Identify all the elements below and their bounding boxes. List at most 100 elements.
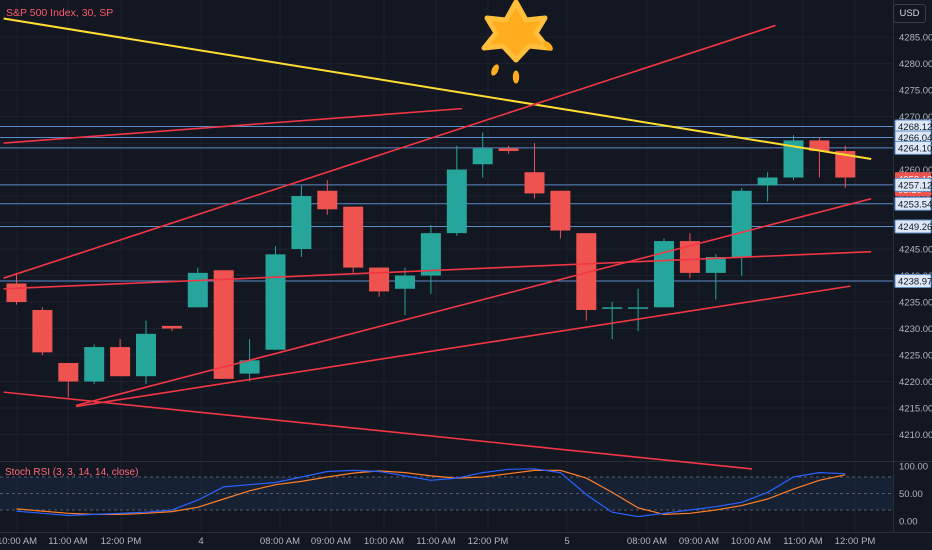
candle-body (472, 148, 493, 165)
star-spark-right (543, 41, 553, 51)
star-spark-left (491, 64, 499, 76)
candle-up (628, 288, 649, 332)
level-price-label[interactable]: 4253.54 (894, 196, 932, 211)
candle-down (498, 145, 519, 154)
candle-body (498, 148, 519, 152)
star-spark-center (512, 70, 520, 84)
candle-up (395, 267, 415, 316)
currency-button[interactable]: USD (893, 4, 926, 23)
price-tick-label: 4215.00 (899, 404, 932, 415)
candle-body (783, 140, 804, 178)
trend-line-red[interactable] (3, 391, 753, 470)
level-price-label[interactable]: 4238.97 (894, 273, 932, 288)
trend-line-red[interactable] (3, 107, 463, 144)
level-price-value: 4238.97 (898, 276, 932, 287)
candle-body (136, 333, 156, 377)
candle-body (576, 233, 597, 310)
stoch-rsi-d-line (16, 469, 846, 516)
time-tick-label: 12:00 PM (468, 536, 509, 547)
candle-up (187, 267, 208, 308)
time-axis[interactable]: 10:00 AM 11:00 AM 12:00 PM 4 08:00 AM 09:00 A… (0, 536, 875, 547)
price-tick-label: 4245.00 (899, 245, 932, 256)
candle-body (628, 307, 649, 309)
trend-line-yellow[interactable] (3, 17, 872, 160)
level-price-label[interactable]: 4249.26 (894, 219, 932, 234)
time-tick-label: 09:00 AM (311, 536, 351, 547)
stoch-rsi-tick-label: 50.00 (899, 489, 923, 500)
candle-down (343, 206, 364, 273)
chart-grid (0, 0, 932, 533)
candle-up (602, 302, 623, 340)
price-tick-label: 4235.00 (899, 298, 932, 309)
candle-body (602, 307, 623, 309)
candle-up (420, 225, 441, 295)
star-icon (481, 0, 551, 63)
time-tick-label: 10:00 AM (731, 536, 771, 547)
trend-line-red[interactable] (75, 285, 851, 408)
stoch-rsi-label[interactable]: Stoch RSI (3, 3, 14, 14, close) (5, 467, 139, 478)
candle-down (550, 190, 571, 239)
price-tick-label: 4285.00 (899, 33, 932, 44)
price-tick-label: 4260.00 (899, 165, 932, 176)
time-tick-label: 08:00 AM (260, 536, 300, 547)
time-tick-label: 12:00 PM (835, 536, 876, 547)
candle-body (731, 190, 752, 257)
time-tick-label: 10:00 AM (364, 536, 404, 547)
candle-body (110, 347, 131, 377)
stoch-rsi-tick-label: 0.00 (899, 517, 918, 528)
price-tick-label: 4220.00 (899, 377, 932, 388)
candle-body (84, 347, 105, 382)
level-price-value: 4266.04 (898, 133, 932, 144)
candle-up (265, 246, 286, 350)
level-price-value: 4264.10 (898, 143, 932, 154)
candle-down (317, 180, 338, 215)
candle-body (395, 275, 415, 289)
candle-up (757, 172, 778, 202)
candle-body (317, 190, 338, 210)
price-tick-label: 4270.00 (899, 112, 932, 123)
candle-body (757, 177, 778, 186)
candle-body (239, 360, 260, 374)
level-price-value: 4268.12 (898, 122, 932, 133)
candle-down (161, 325, 182, 332)
trend-lines[interactable] (3, 17, 872, 470)
level-price-label[interactable]: 4257.12 (894, 177, 932, 192)
candle-body (654, 241, 674, 308)
trend-line-red[interactable] (75, 197, 872, 407)
trend-line-red[interactable] (3, 24, 776, 279)
candle-body (187, 272, 208, 308)
candle-body (343, 206, 364, 268)
candle-down (110, 339, 131, 377)
price-axis[interactable]: 4285.004280.004275.004270.004265.004260.… (894, 33, 932, 528)
candle-body (6, 283, 27, 303)
level-price-badge (894, 196, 932, 211)
time-tick-label: 11:00 AM (416, 536, 456, 547)
level-price-badge (894, 219, 932, 234)
chart-title[interactable]: S&P 500 Index, 30, SP (6, 7, 114, 19)
candle-body (369, 267, 390, 292)
candle-up (446, 145, 467, 236)
candle-body (58, 362, 79, 382)
candle-body (161, 325, 182, 329)
level-price-badge (894, 177, 932, 192)
price-tick-label: 4230.00 (899, 324, 932, 335)
candle-body (213, 270, 234, 379)
level-price-badge (894, 273, 932, 288)
price-tick-label: 4225.00 (899, 351, 932, 362)
candle-down (679, 233, 700, 279)
horizontal-levels (0, 126, 893, 282)
time-tick-label: 4 (198, 536, 203, 547)
candlestick-series (6, 132, 856, 398)
time-tick-label: 09:00 AM (679, 536, 719, 547)
level-price-label[interactable]: 4264.10 (894, 140, 932, 155)
level-price-badge (894, 140, 932, 155)
candle-down (213, 270, 234, 379)
candle-up (654, 238, 674, 308)
time-tick-label: 08:00 AM (627, 536, 667, 547)
candle-body (291, 196, 312, 250)
candle-body (679, 241, 700, 273)
trend-line-red[interactable] (3, 250, 872, 290)
candle-body (265, 254, 286, 350)
candle-up (291, 185, 312, 257)
